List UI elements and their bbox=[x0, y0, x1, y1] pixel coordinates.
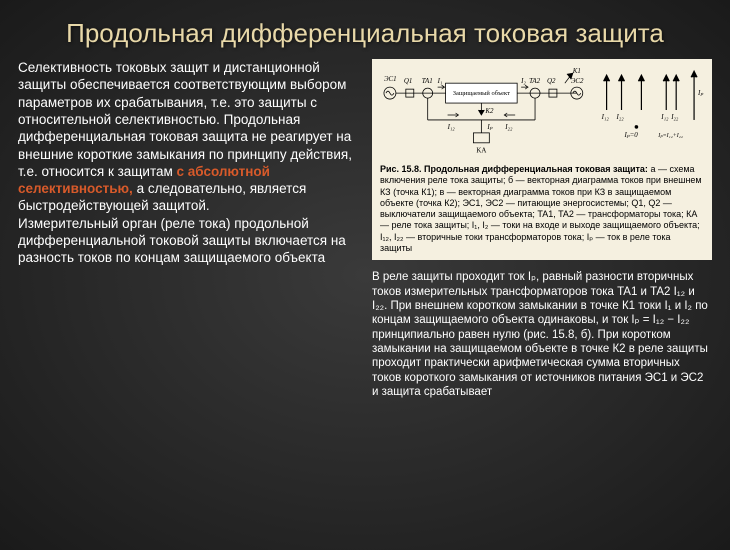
lbl-i1: I₁ bbox=[437, 77, 443, 85]
lbl-i22: I₂₂ bbox=[504, 123, 513, 131]
figure-caption: Рис. 15.8. Продольная дифференциальная т… bbox=[378, 160, 706, 254]
slide-title: Продольная дифференциальная токовая защи… bbox=[0, 0, 730, 59]
circuit-diagram: ЭС1 Q1 TA1 Защищаемый объект TA2 Q2 ЭС2 … bbox=[378, 65, 706, 160]
lbl-ip: Iₚ bbox=[486, 123, 492, 131]
lbl-b-i12: I₁₂ bbox=[601, 113, 610, 121]
lbl-es1: ЭС1 bbox=[384, 75, 397, 83]
lbl-i12: I₁₂ bbox=[447, 123, 456, 131]
caption-title: Рис. 15.8. Продольная дифференциальная т… bbox=[380, 164, 648, 174]
lbl-ipsum: Iₚ=I₁₂+I₂₂ bbox=[657, 133, 683, 139]
lbl-k2: K2 bbox=[484, 107, 494, 115]
lbl-ka: KA bbox=[476, 147, 486, 155]
right-column: ЭС1 Q1 TA1 Защищаемый объект TA2 Q2 ЭС2 … bbox=[372, 59, 712, 399]
lbl-b-i22: I₂₂ bbox=[616, 113, 625, 121]
left-column: Селективность токовых защит и дистанцион… bbox=[18, 59, 358, 399]
lower-paragraph: В реле защиты проходит ток Iₚ, равный ра… bbox=[372, 260, 712, 399]
lbl-k1: K1 bbox=[572, 67, 581, 75]
lbl-q1: Q1 bbox=[404, 77, 412, 85]
lbl-v-i12: I₁₂ bbox=[660, 113, 669, 121]
lbl-ta2: TA2 bbox=[529, 77, 541, 85]
para-1: Селективность токовых защит и дистанцион… bbox=[18, 59, 358, 214]
lbl-ip0: Iₚ=0 bbox=[623, 131, 638, 139]
lbl-v-ip: Iₚ bbox=[697, 89, 703, 97]
lbl-v-i22: I₂₂ bbox=[670, 113, 679, 121]
lbl-obj: Защищаемый объект bbox=[453, 90, 510, 97]
lbl-i2: I₂ bbox=[520, 77, 526, 85]
para-2: Измерительный орган (реле тока) продольн… bbox=[18, 215, 358, 267]
caption-body: а — схема включения реле тока защиты; б … bbox=[380, 164, 702, 253]
figure-box: ЭС1 Q1 TA1 Защищаемый объект TA2 Q2 ЭС2 … bbox=[372, 59, 712, 260]
lbl-q2: Q2 bbox=[547, 77, 556, 85]
para-1a: Селективность токовых защит и дистанцион… bbox=[18, 60, 352, 179]
lbl-es2: ЭС2 bbox=[571, 77, 584, 85]
content-area: Селективность токовых защит и дистанцион… bbox=[0, 59, 730, 399]
lbl-ta1: TA1 bbox=[422, 77, 433, 85]
